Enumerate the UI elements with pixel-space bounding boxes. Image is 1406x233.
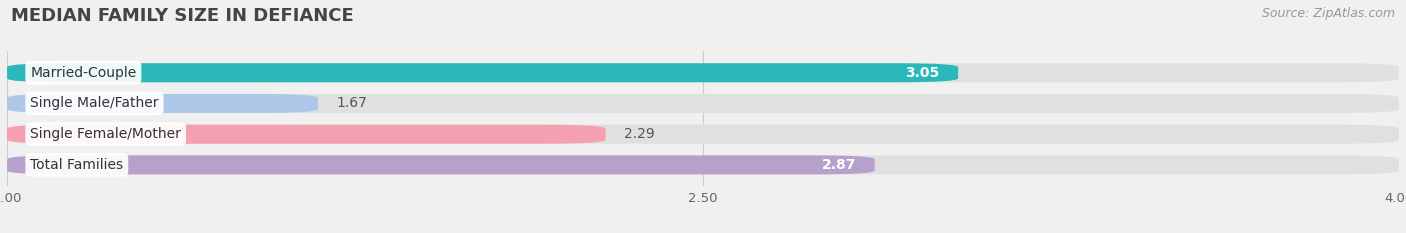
Text: Single Female/Mother: Single Female/Mother <box>30 127 181 141</box>
Text: 1.67: 1.67 <box>336 96 367 110</box>
Text: Married-Couple: Married-Couple <box>30 66 136 80</box>
FancyBboxPatch shape <box>7 63 957 82</box>
FancyBboxPatch shape <box>7 155 875 175</box>
Text: Total Families: Total Families <box>30 158 124 172</box>
FancyBboxPatch shape <box>7 94 318 113</box>
Text: 2.29: 2.29 <box>624 127 655 141</box>
Text: MEDIAN FAMILY SIZE IN DEFIANCE: MEDIAN FAMILY SIZE IN DEFIANCE <box>11 7 354 25</box>
Text: 3.05: 3.05 <box>905 66 939 80</box>
Text: Source: ZipAtlas.com: Source: ZipAtlas.com <box>1261 7 1395 20</box>
Text: 2.87: 2.87 <box>821 158 856 172</box>
FancyBboxPatch shape <box>7 125 606 144</box>
FancyBboxPatch shape <box>7 125 1399 144</box>
FancyBboxPatch shape <box>7 63 1399 82</box>
FancyBboxPatch shape <box>7 94 1399 113</box>
FancyBboxPatch shape <box>7 155 1399 175</box>
Text: Single Male/Father: Single Male/Father <box>30 96 159 110</box>
